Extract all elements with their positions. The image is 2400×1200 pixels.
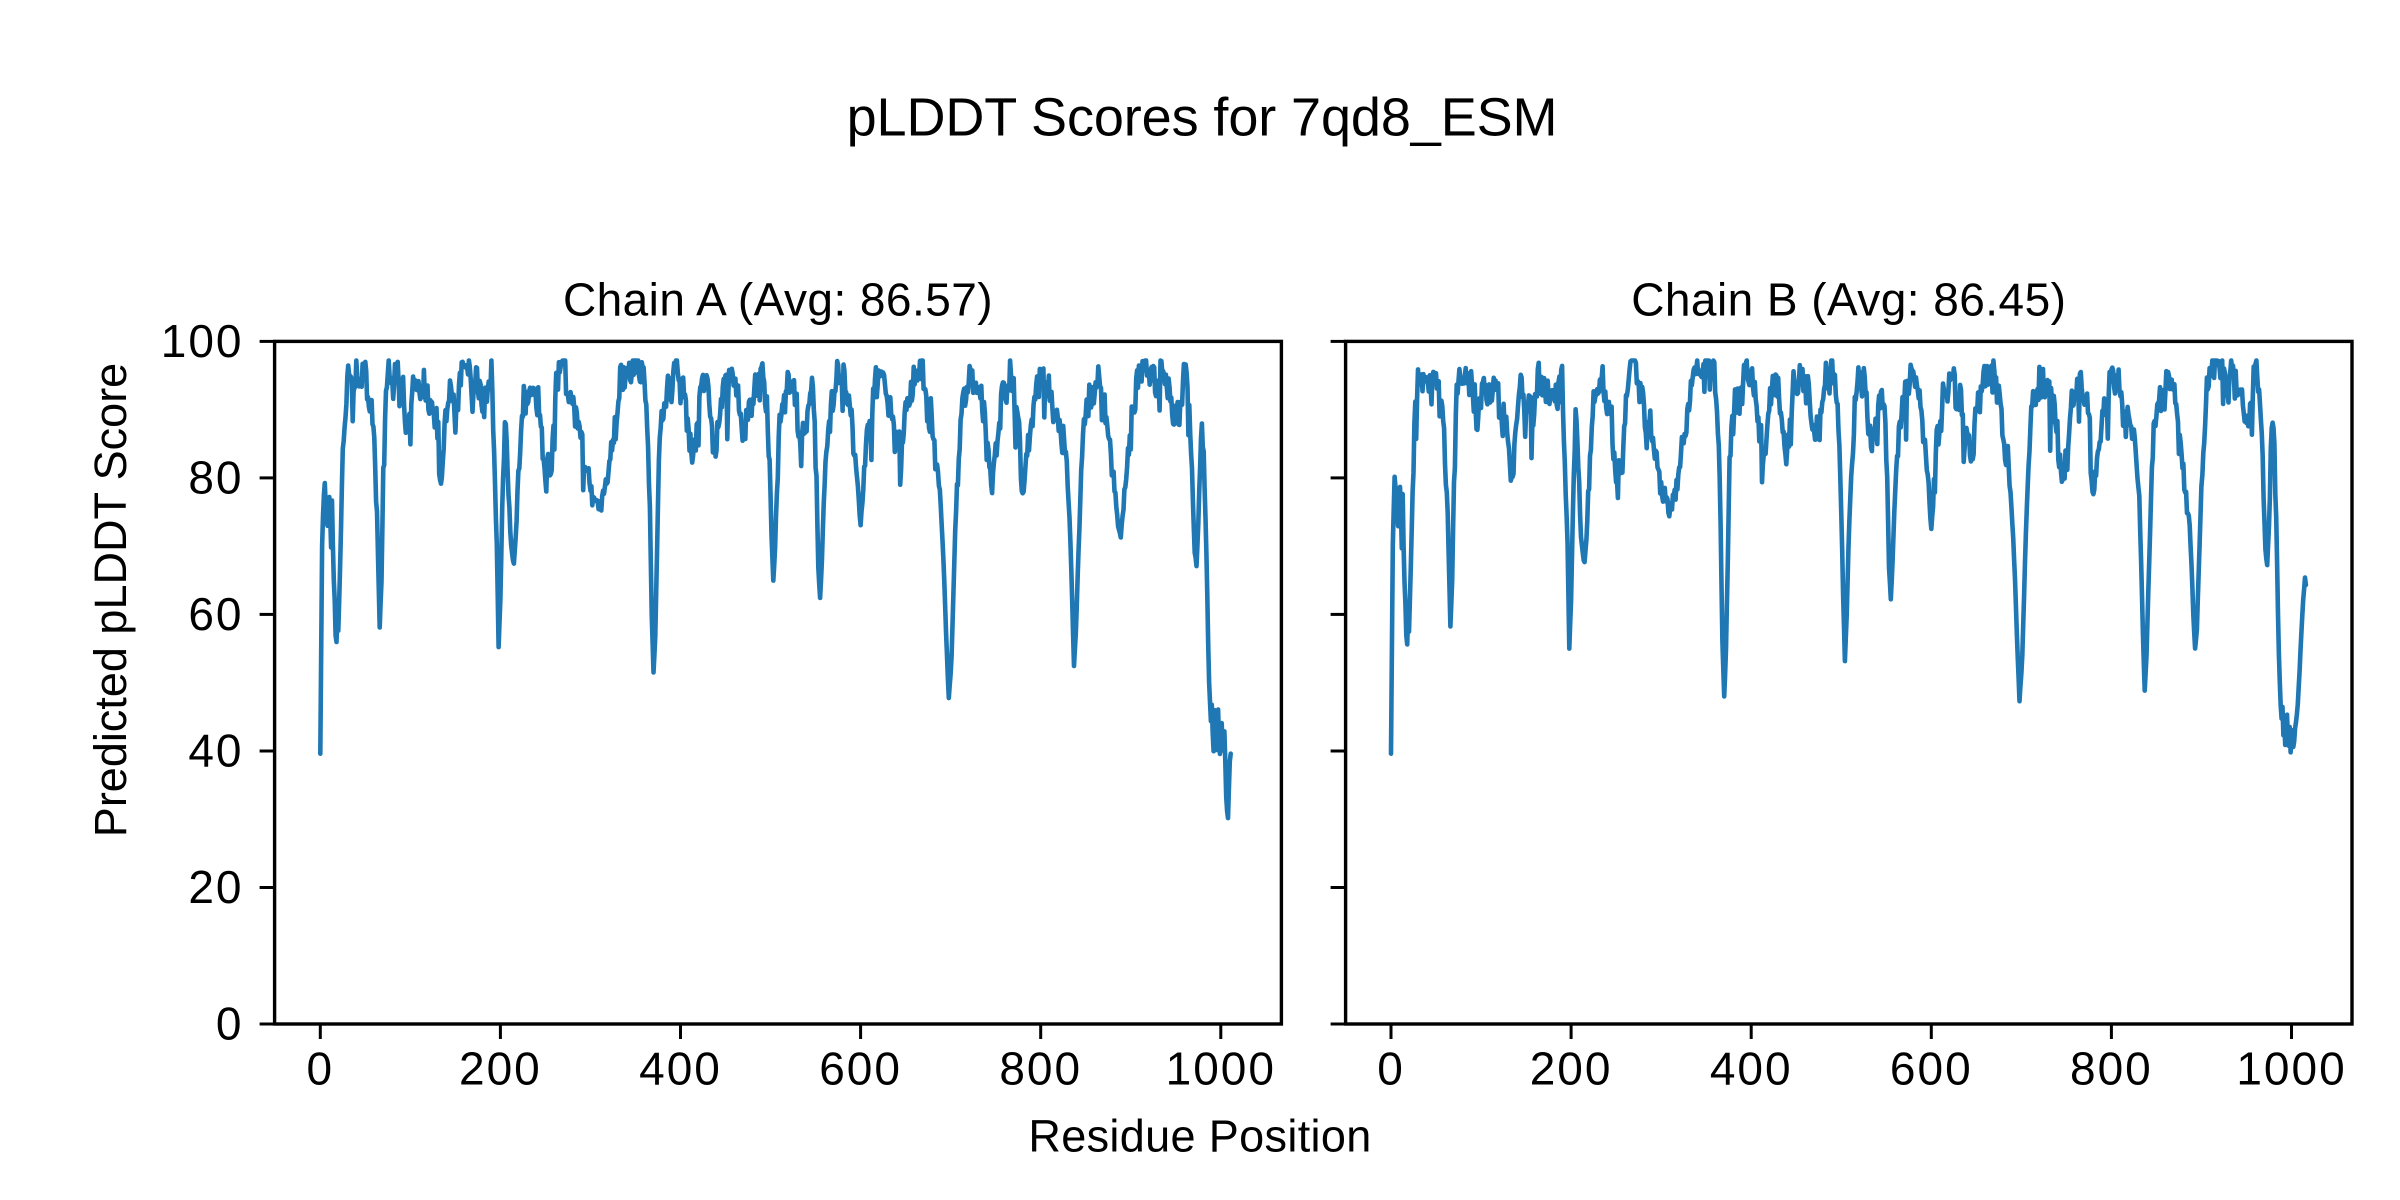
svg-text:1000: 1000: [1166, 1043, 1276, 1095]
svg-text:1000: 1000: [2236, 1043, 2346, 1095]
svg-text:20: 20: [188, 861, 243, 913]
svg-text:0: 0: [216, 998, 244, 1050]
svg-text:600: 600: [1890, 1043, 1973, 1095]
svg-text:pLDDT Scores for 7qd8_ESM: pLDDT Scores for 7qd8_ESM: [847, 88, 1558, 148]
svg-text:0: 0: [307, 1043, 335, 1095]
svg-text:400: 400: [639, 1043, 722, 1095]
svg-text:800: 800: [999, 1043, 1082, 1095]
svg-text:0: 0: [1377, 1043, 1405, 1095]
svg-text:Predicted pLDDT Score: Predicted pLDDT Score: [85, 363, 136, 837]
svg-text:40: 40: [188, 725, 243, 777]
svg-text:600: 600: [819, 1043, 902, 1095]
svg-text:Chain A (Avg: 86.57): Chain A (Avg: 86.57): [563, 274, 993, 326]
svg-text:800: 800: [2070, 1043, 2153, 1095]
svg-text:100: 100: [161, 315, 244, 367]
svg-text:60: 60: [188, 588, 243, 640]
svg-text:400: 400: [1710, 1043, 1793, 1095]
svg-text:200: 200: [1530, 1043, 1613, 1095]
svg-text:80: 80: [188, 451, 243, 503]
svg-text:200: 200: [459, 1043, 542, 1095]
svg-text:Residue Position: Residue Position: [1028, 1111, 1371, 1162]
svg-text:Chain B (Avg: 86.45): Chain B (Avg: 86.45): [1631, 274, 2066, 326]
